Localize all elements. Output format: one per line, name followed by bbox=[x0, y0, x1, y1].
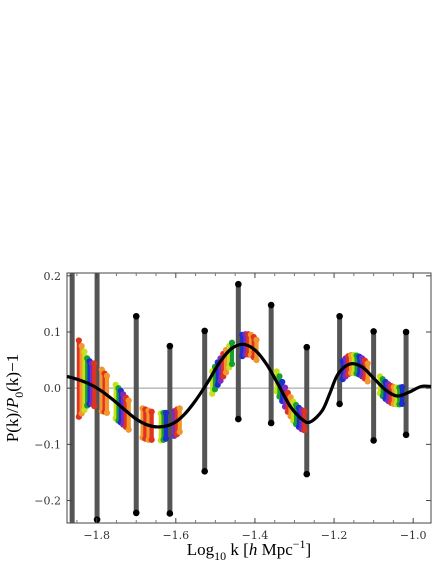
colored-error-bar-bottom bbox=[399, 400, 406, 407]
colored-error-bar-top bbox=[91, 360, 98, 367]
colored-error-bar-bottom bbox=[91, 403, 98, 410]
x-tick-label: −1.2 bbox=[321, 529, 348, 542]
y-tick-label: 0.1 bbox=[44, 326, 62, 339]
black-error-bar-top bbox=[370, 328, 377, 335]
colored-error-bar-bottom bbox=[364, 378, 371, 385]
colored-error-bar-top bbox=[281, 384, 289, 391]
black-error-bar-top bbox=[402, 328, 410, 336]
black-error-bar-bottom bbox=[166, 510, 174, 517]
black-error-bar-caps bbox=[93, 280, 410, 523]
colored-error-bar-top bbox=[176, 405, 183, 412]
colored-error-bar-top bbox=[279, 378, 286, 386]
colored-error-bar-bottom bbox=[162, 435, 170, 442]
black-error-bars bbox=[69, 273, 409, 523]
x-tick-label: −1.8 bbox=[83, 529, 110, 542]
colored-error-bar-bottom bbox=[209, 390, 216, 397]
axis-ticks: −1.8 −1.6 −1.4 −1.2 −1.0 0.2 0.1 0.0 −0.1 −0.2 bbox=[34, 270, 431, 542]
colored-error-bar-top bbox=[399, 383, 406, 391]
colored-error-bar-top bbox=[103, 372, 111, 379]
colored-error-bar-top bbox=[75, 337, 82, 344]
colored-error-bar-bottom bbox=[148, 436, 155, 443]
colored-error-bar-top bbox=[78, 342, 85, 350]
black-error-bar-bottom bbox=[132, 509, 140, 517]
black-error-bar-bottom bbox=[336, 400, 343, 408]
colored-error-bar-top bbox=[301, 408, 308, 415]
colored-error-bar-top bbox=[148, 408, 155, 415]
plot-frame bbox=[66, 272, 432, 524]
colored-error-bar-top bbox=[364, 360, 371, 367]
y-tick-label: 0.0 bbox=[44, 382, 62, 395]
black-error-bar-top bbox=[201, 327, 208, 335]
black-error-bar-top bbox=[336, 312, 343, 320]
colored-error-bar-bottom bbox=[253, 356, 260, 364]
black-error-bar-bottom bbox=[402, 431, 410, 439]
colored-error-bar-top bbox=[81, 348, 88, 355]
black-error-bar-bottom bbox=[303, 470, 311, 478]
colored-error-bar-top bbox=[284, 389, 291, 396]
colored-error-bar-top bbox=[273, 368, 280, 375]
black-error-bar-top bbox=[267, 301, 275, 309]
colored-error-bar-bottom bbox=[176, 428, 183, 436]
black-error-bar-bottom bbox=[201, 468, 208, 475]
black-error-bar-top bbox=[166, 342, 174, 350]
colored-error-bar-bottom bbox=[103, 409, 111, 416]
y-tick-label: −0.2 bbox=[34, 495, 61, 508]
y-tick-label: −0.1 bbox=[34, 438, 61, 451]
colored-error-bar-top bbox=[287, 394, 294, 401]
model-curve bbox=[66, 342, 432, 429]
black-error-bar-bottom bbox=[370, 437, 377, 444]
x-tick-label: −1.4 bbox=[242, 529, 269, 542]
colored-error-bar-bottom bbox=[217, 377, 224, 384]
colored-error-bar-bottom bbox=[125, 426, 132, 433]
x-tick-label: −1.6 bbox=[162, 529, 189, 542]
colored-error-bar-top bbox=[228, 339, 236, 346]
colored-error-bar-bottom bbox=[228, 360, 236, 368]
x-axis-label: Log10 k [h Mpc−1] bbox=[187, 537, 311, 563]
y-axis-label: P(k)/P0(k)−1 bbox=[3, 354, 26, 442]
colored-error-bar-top bbox=[162, 409, 170, 416]
y-tick-label: 0.2 bbox=[44, 270, 62, 283]
black-error-bar-bottom bbox=[267, 419, 275, 427]
black-error-bar-top bbox=[132, 312, 140, 320]
black-error-bar-top bbox=[235, 280, 242, 288]
colored-error-bar-top bbox=[276, 373, 283, 380]
colored-error-bar-bottom bbox=[222, 369, 230, 376]
colored-error-bar-bottom bbox=[301, 427, 308, 434]
colored-error-bar-top bbox=[253, 336, 260, 343]
colored-error-bar-bottom bbox=[211, 386, 219, 393]
colored-error-bar-top bbox=[125, 397, 132, 404]
black-error-bar-top bbox=[303, 343, 311, 351]
black-error-bar-bottom bbox=[235, 415, 242, 423]
colored-error-bar-bottom bbox=[81, 406, 88, 414]
x-tick-label: −1.0 bbox=[400, 529, 427, 542]
